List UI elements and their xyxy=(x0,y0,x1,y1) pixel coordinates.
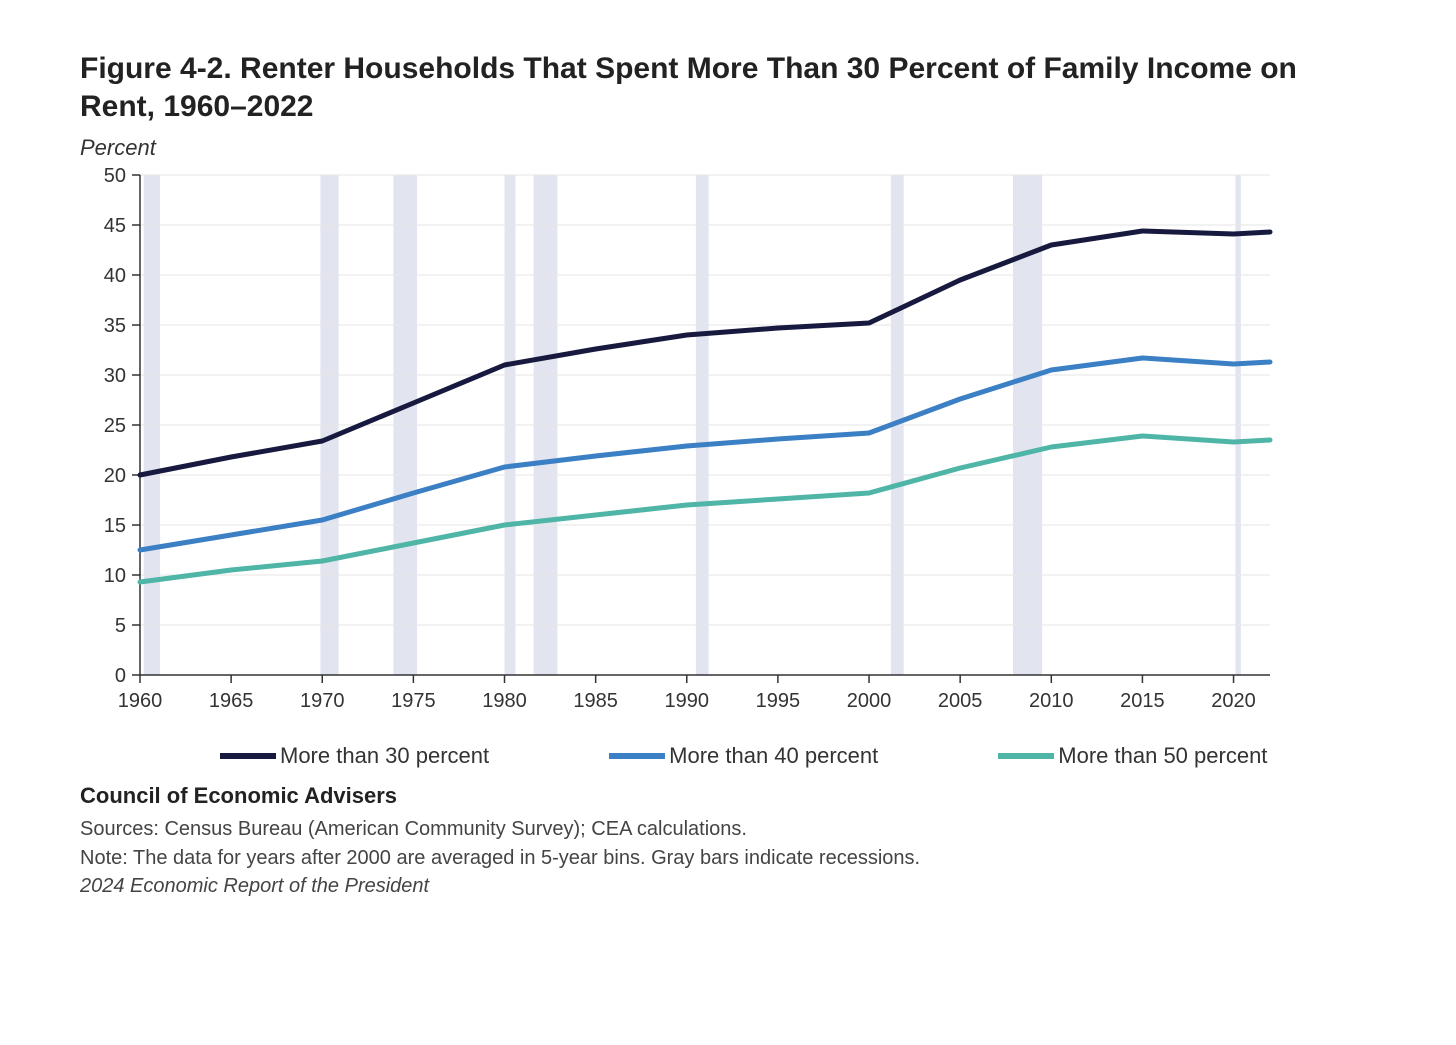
y-axis-title: Percent xyxy=(80,135,1376,161)
chart-area: 0 5 10 15 20 25 30 35 40 45 50 1960 1965 1970 1975 1980… xyxy=(80,165,1280,725)
x-tick-label: 2020 xyxy=(1211,690,1256,712)
source-block: Council of Economic Advisers Sources: Ce… xyxy=(80,783,1376,898)
legend-label: More than 40 percent xyxy=(669,743,878,769)
x-tick-label: 2015 xyxy=(1120,690,1165,712)
x-tick-label: 1960 xyxy=(118,690,163,712)
x-tick-label: 1980 xyxy=(482,690,526,712)
x-tick-label: 1975 xyxy=(391,690,436,712)
y-tick-label: 35 xyxy=(104,315,126,337)
report-line: 2024 Economic Report of the President xyxy=(80,875,1376,898)
y-tick-label: 25 xyxy=(104,415,126,437)
y-tick-label: 40 xyxy=(104,265,126,287)
y-tick-label: 20 xyxy=(104,465,126,487)
y-tick-label: 50 xyxy=(104,165,126,187)
x-tick-label: 1970 xyxy=(300,690,345,712)
y-tick-label: 5 xyxy=(115,615,126,637)
figure-container: Figure 4-2. Renter Households That Spent… xyxy=(0,0,1456,958)
y-tick-label: 30 xyxy=(104,365,126,387)
legend-swatch xyxy=(220,753,276,759)
x-tick-label: 1965 xyxy=(209,690,254,712)
x-tick-label: 2010 xyxy=(1029,690,1074,712)
source-line: Sources: Census Bureau (American Communi… xyxy=(80,815,1376,844)
legend: More than 30 percent More than 40 percent… xyxy=(220,743,1376,769)
figure-title: Figure 4-2. Renter Households That Spent… xyxy=(80,50,1376,125)
legend-item-gt30: More than 30 percent xyxy=(220,743,489,769)
y-tick-label: 15 xyxy=(104,515,126,537)
y-tick-label: 0 xyxy=(115,665,126,687)
y-tick-label: 45 xyxy=(104,215,126,237)
x-tick-label: 1995 xyxy=(756,690,801,712)
note-line: Note: The data for years after 2000 are … xyxy=(80,844,1376,873)
x-tick-label: 2005 xyxy=(938,690,983,712)
line-chart-svg: 0 5 10 15 20 25 30 35 40 45 50 1960 1965 1970 1975 1980… xyxy=(80,165,1280,725)
y-tick-label: 10 xyxy=(104,565,126,587)
legend-swatch xyxy=(998,753,1054,759)
legend-swatch xyxy=(609,753,665,759)
x-tick-label: 1985 xyxy=(573,690,618,712)
x-tick-label: 2000 xyxy=(847,690,892,712)
legend-item-gt50: More than 50 percent xyxy=(998,743,1267,769)
legend-label: More than 30 percent xyxy=(280,743,489,769)
legend-label: More than 50 percent xyxy=(1058,743,1267,769)
source-title: Council of Economic Advisers xyxy=(80,783,1376,809)
legend-item-gt40: More than 40 percent xyxy=(609,743,878,769)
x-tick-label: 1990 xyxy=(665,690,710,712)
